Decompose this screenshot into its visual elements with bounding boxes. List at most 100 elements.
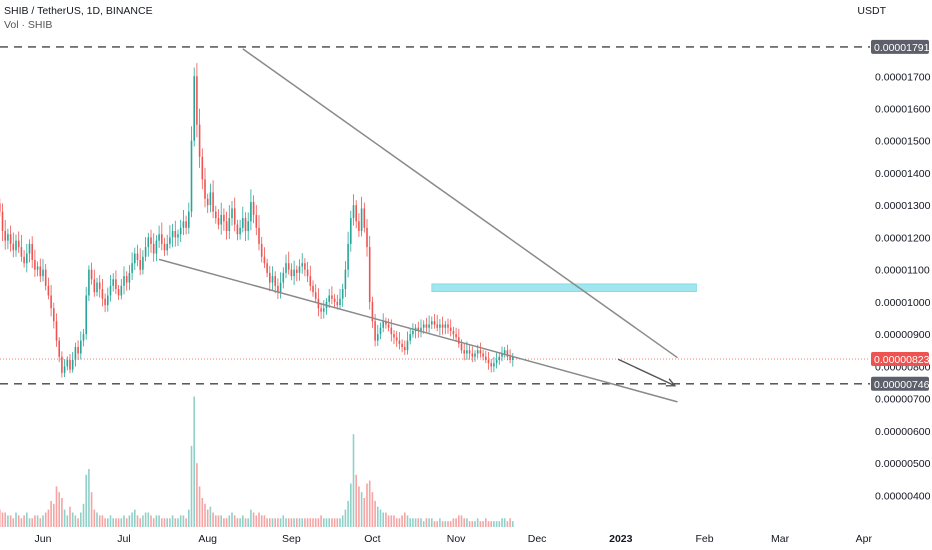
volume-bar bbox=[290, 518, 293, 527]
price-axis[interactable]: 0.00000400 0.00000500 0.00000600 0.00000700… bbox=[875, 71, 931, 502]
candle-body bbox=[314, 292, 317, 299]
candle-body bbox=[306, 269, 309, 277]
volume-bar bbox=[377, 506, 379, 527]
volume-bar bbox=[455, 518, 457, 527]
volume-bar bbox=[155, 515, 158, 527]
candle-body bbox=[85, 295, 87, 335]
volume-bar bbox=[358, 486, 360, 527]
volume-bar bbox=[34, 515, 36, 527]
volume-bar bbox=[93, 509, 96, 527]
volume-bar bbox=[223, 518, 225, 527]
time-tick-label: Feb bbox=[695, 533, 713, 545]
time-axis[interactable]: Jun Jul Aug Sep Oct Nov Dec 2023 Feb Mar Apr bbox=[35, 533, 873, 545]
volume-bar bbox=[12, 518, 15, 527]
volume-bar bbox=[147, 512, 150, 527]
candle-body bbox=[431, 321, 433, 325]
volume-bar bbox=[0, 509, 1, 527]
volume-bar bbox=[468, 521, 471, 527]
candle-body bbox=[117, 289, 120, 296]
volume-bar bbox=[298, 518, 301, 527]
candle-body bbox=[428, 324, 430, 328]
candle-body bbox=[61, 356, 63, 373]
volume-bar bbox=[206, 509, 209, 527]
volume-bar bbox=[247, 518, 249, 527]
volume-bar bbox=[239, 518, 241, 527]
volume-bar bbox=[339, 518, 341, 527]
volume-indicator-label[interactable]: Vol · SHIB bbox=[4, 19, 53, 31]
candle-body bbox=[4, 230, 6, 241]
candle-body bbox=[244, 218, 247, 231]
candle-body bbox=[174, 230, 177, 238]
candle-body bbox=[31, 243, 33, 261]
candle-body bbox=[425, 324, 428, 328]
candle-body bbox=[466, 350, 468, 354]
trendlines[interactable] bbox=[158, 48, 678, 403]
candle-body bbox=[250, 201, 252, 222]
volume-bar bbox=[69, 506, 71, 527]
volume-bar bbox=[174, 518, 177, 527]
volume-bar bbox=[96, 512, 98, 527]
volume-bar bbox=[196, 463, 198, 527]
volume-bar bbox=[323, 518, 325, 527]
volume-bar bbox=[433, 521, 436, 527]
volume-bar bbox=[242, 515, 244, 527]
candle-body bbox=[47, 285, 50, 296]
candle-body bbox=[155, 240, 158, 254]
projection-arrow[interactable] bbox=[617, 358, 676, 387]
candle-body bbox=[217, 218, 220, 225]
volume-bar bbox=[166, 518, 168, 527]
candle-body bbox=[123, 276, 125, 286]
volume-bar bbox=[42, 515, 44, 527]
volume-bar bbox=[85, 474, 87, 527]
time-tick-label: Jul bbox=[117, 533, 130, 545]
volume-bar bbox=[201, 498, 204, 527]
volume-bar bbox=[28, 518, 31, 527]
candle-body bbox=[88, 269, 90, 296]
resistance-zone bbox=[431, 283, 697, 292]
volume-bar bbox=[417, 518, 420, 527]
volume-bar bbox=[447, 521, 449, 527]
volume-bar bbox=[333, 518, 336, 527]
candle-body bbox=[55, 321, 58, 341]
candle-body bbox=[350, 218, 352, 244]
volume-bar bbox=[177, 518, 179, 527]
volume-bar bbox=[495, 521, 498, 527]
candle-body bbox=[474, 353, 476, 357]
volume-bar bbox=[487, 521, 490, 527]
volume-bar bbox=[509, 518, 511, 527]
price-tick-label: 0.00000400 bbox=[875, 490, 931, 502]
volume-bar bbox=[344, 509, 347, 527]
candle-body bbox=[371, 301, 374, 322]
trendline-upper[interactable] bbox=[242, 48, 678, 359]
candle-body bbox=[7, 234, 9, 241]
candle-body bbox=[358, 221, 360, 231]
volume-bar bbox=[360, 492, 363, 527]
candle-body bbox=[304, 263, 306, 270]
candle-body bbox=[274, 276, 276, 286]
candle-body bbox=[506, 350, 509, 357]
candle-body bbox=[458, 337, 460, 344]
candle-body bbox=[301, 263, 303, 267]
candle-body bbox=[58, 340, 60, 357]
symbol-title[interactable]: SHIB / TetherUS, 1D, BINANCE bbox=[4, 5, 153, 17]
resistance-zone-rect[interactable] bbox=[431, 283, 697, 292]
candle-body bbox=[328, 295, 330, 302]
volume-bar bbox=[82, 503, 85, 527]
candle-body bbox=[296, 269, 298, 273]
candle-body bbox=[104, 298, 106, 306]
volume-bar bbox=[185, 518, 187, 527]
volume-bar bbox=[120, 518, 123, 527]
level-label-high-bg bbox=[871, 39, 929, 54]
level-label-high: 0.00001791 bbox=[874, 42, 930, 54]
candle-body bbox=[66, 359, 69, 367]
volume-bar bbox=[436, 521, 438, 527]
volume-bar bbox=[250, 509, 252, 527]
candle-body bbox=[177, 234, 179, 238]
volume-bar bbox=[169, 518, 171, 527]
trendline-lower[interactable] bbox=[158, 258, 678, 403]
candle-body bbox=[161, 234, 163, 244]
volume-bar bbox=[479, 521, 482, 527]
candle-body bbox=[379, 327, 382, 335]
volume-bar bbox=[363, 498, 366, 527]
